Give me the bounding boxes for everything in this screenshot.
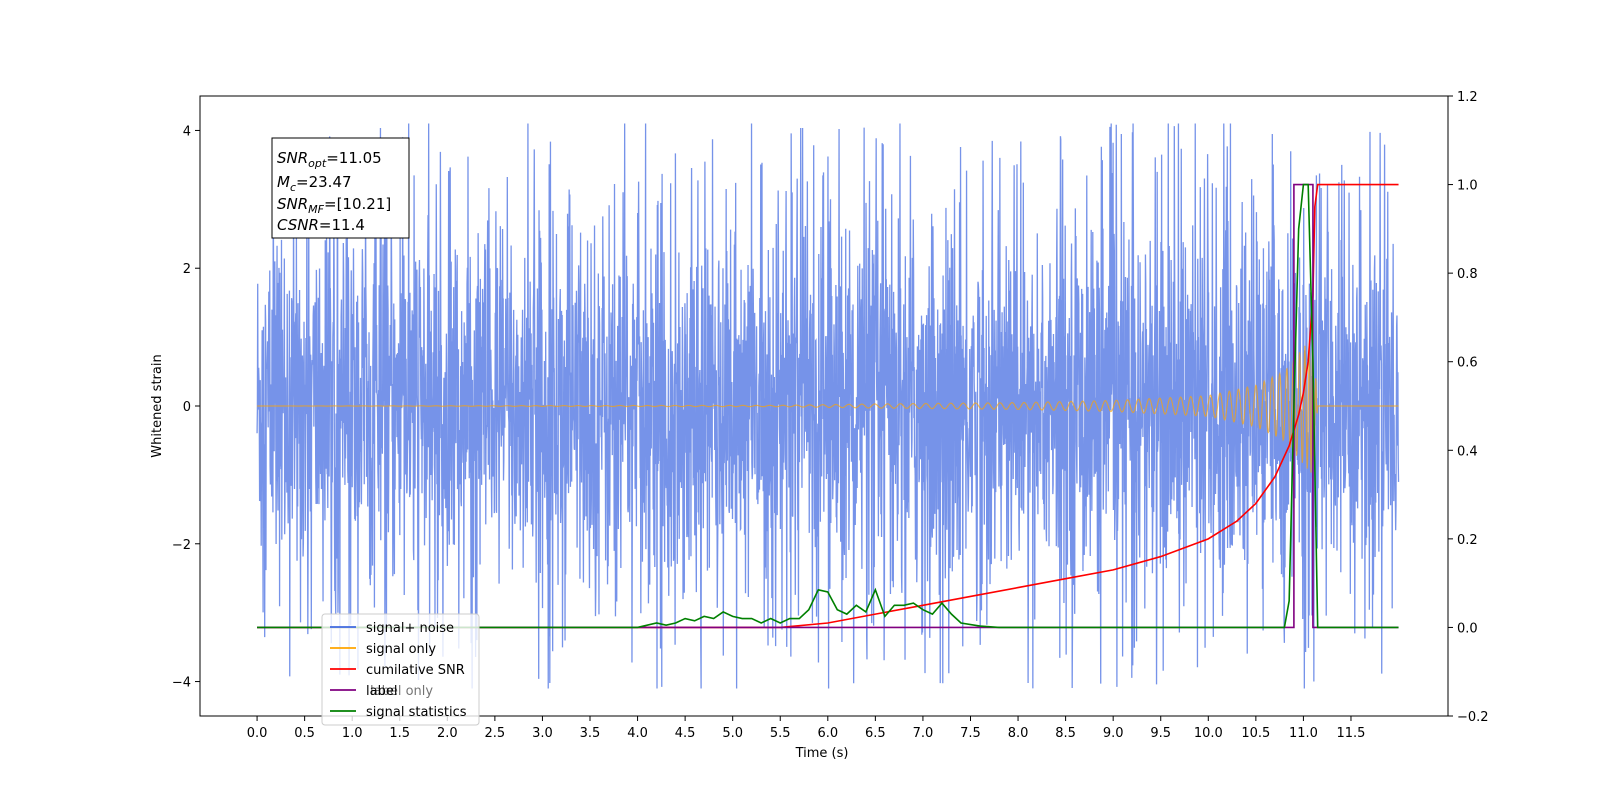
y-axis-right: −0.2 0.0 0.2 0.4 0.6 0.8 1.0 1.2: [1448, 90, 1489, 725]
y2-tick-label: 0.8: [1457, 267, 1478, 282]
x-tick-label: 4.5: [675, 726, 696, 741]
annotation-frame: [271, 137, 410, 239]
x-tick-label: 4.0: [627, 726, 648, 741]
series-signal-statistics: [257, 183, 1399, 629]
x-tick-label: 8.0: [1008, 726, 1029, 741]
y2-tick-label: 1.2: [1457, 90, 1478, 105]
x-tick-label: 0.5: [294, 726, 315, 741]
x-tick-label: 5.5: [770, 726, 791, 741]
x-tick-label: 0.0: [247, 726, 268, 741]
annotation-line: CSNR=11.4: [277, 216, 365, 234]
y2-tick-label: 0.4: [1457, 444, 1478, 459]
x-tick-label: 2.0: [437, 726, 458, 741]
x-tick-label: 11.0: [1289, 726, 1318, 741]
x-tick-label: 3.5: [580, 726, 601, 741]
x-tick-label: 8.5: [1055, 726, 1076, 741]
legend-frame: [321, 613, 480, 726]
y-tick-label: 0: [183, 400, 191, 415]
x-tick-label: 9.0: [1103, 726, 1124, 741]
legend-label: cumilative SNR: [366, 663, 465, 678]
series-signal-noise: [256, 123, 1400, 689]
legend-label: signal+ noise: [366, 621, 454, 636]
x-tick-label: 6.5: [865, 726, 886, 741]
x-tick-label: 2.5: [485, 726, 506, 741]
legend: label only signal+ noise signal only cumila…: [321, 613, 480, 726]
x-tick-label: 1.0: [342, 726, 363, 741]
series-cumilative-snr: [257, 183, 1399, 629]
x-tick-label: 11.5: [1336, 726, 1365, 741]
y2-tick-label: −0.2: [1457, 710, 1489, 725]
y-tick-label: −4: [172, 676, 191, 691]
y2-tick-label: 1.0: [1457, 179, 1478, 194]
x-tick-label: 10.5: [1241, 726, 1270, 741]
annotation-box: SNRopt=11.05 Mc=23.47SNRMF=[10.21]CSNR=11…: [271, 137, 410, 239]
y-tick-label: 4: [183, 124, 191, 139]
annotation-line: SNRopt=11.05: [277, 149, 382, 170]
y-axis-label: Whitened strain: [150, 354, 165, 457]
y-tick-label: 2: [183, 262, 191, 277]
x-tick-label: 7.0: [913, 726, 934, 741]
annotation-line: SNRMF=[10.21]: [277, 195, 391, 216]
series-signal-only: [257, 338, 1399, 473]
x-tick-label: 9.5: [1150, 726, 1171, 741]
y-tick-label: −2: [172, 538, 191, 553]
x-axis-label: Time (s): [795, 746, 849, 761]
y2-tick-label: 0.6: [1457, 356, 1478, 371]
x-tick-label: 10.0: [1194, 726, 1223, 741]
series-layer: [256, 123, 1400, 689]
y2-tick-label: 0.0: [1457, 621, 1478, 636]
legend-label: label: [366, 684, 397, 699]
legend-label: signal statistics: [366, 705, 467, 720]
legend-hidden-label: label only: [370, 684, 433, 699]
x-tick-label: 7.5: [960, 726, 981, 741]
y2-tick-label: 0.2: [1457, 533, 1478, 548]
annotation-line: Mc=23.47: [277, 173, 352, 194]
y-axis-left: −4 −2 0 2 4: [172, 124, 200, 691]
x-tick-label: 1.5: [389, 726, 410, 741]
x-axis: 0.0 0.5 1.0 1.5 2.0 2.5 3.0 3.5 4.0 4.5 5.0 5.5 6.0 6…: [247, 716, 1365, 741]
x-tick-label: 6.0: [817, 726, 838, 741]
legend-label: signal only: [366, 642, 436, 657]
x-tick-label: 5.0: [722, 726, 743, 741]
x-tick-label: 3.0: [532, 726, 553, 741]
